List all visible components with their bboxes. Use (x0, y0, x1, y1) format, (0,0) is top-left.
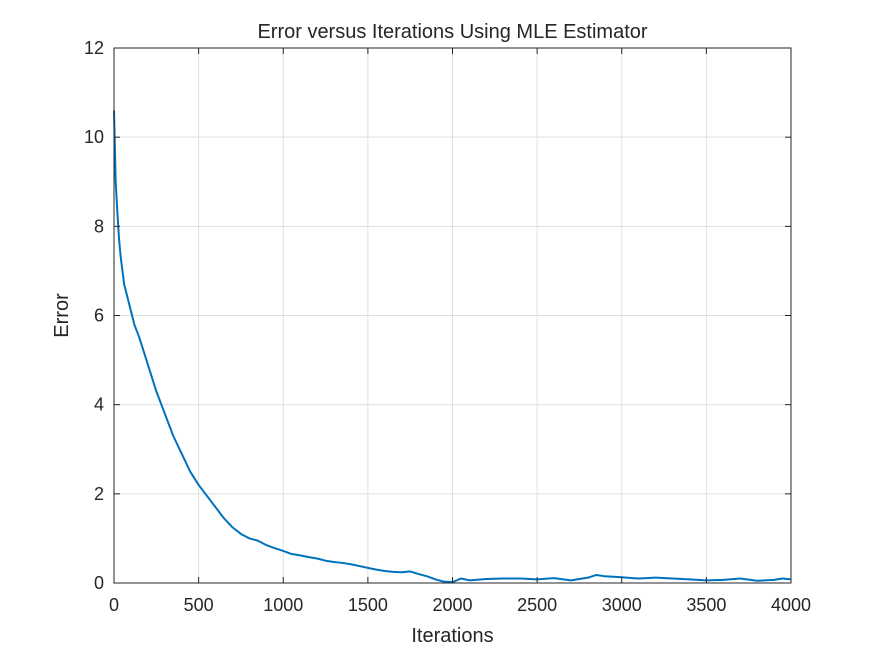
data-series (113, 110, 792, 584)
y-tick-label: 6 (94, 306, 104, 326)
x-tick-label: 0 (109, 595, 119, 615)
grid (114, 48, 791, 583)
y-tick-label: 8 (94, 216, 104, 236)
y-axis-label: Error (51, 293, 73, 338)
axes: 0 500 1000 1500 2000 2500 3000 3500 4000 0 2 4 6 8 10 1… (84, 38, 811, 615)
x-tick-label: 3500 (686, 595, 726, 615)
x-axis-label: Iterations (411, 625, 493, 647)
chart-title: Error versus Iterations Using MLE Estima… (257, 21, 647, 43)
x-tick-label: 2000 (432, 595, 472, 615)
x-tick-label: 4000 (771, 595, 811, 615)
y-tick-label: 12 (84, 38, 104, 58)
y-tick-label: 0 (94, 573, 104, 593)
y-tick-label: 4 (94, 395, 104, 415)
y-tick-label: 10 (84, 127, 104, 147)
y-tick-label: 2 (94, 484, 104, 504)
error-series-line (113, 110, 792, 584)
x-tick-label: 3000 (602, 595, 642, 615)
x-tick-label: 2500 (517, 595, 557, 615)
x-tick-label: 500 (184, 595, 214, 615)
x-tick-label: 1500 (348, 595, 388, 615)
x-tick-label: 1000 (263, 595, 303, 615)
